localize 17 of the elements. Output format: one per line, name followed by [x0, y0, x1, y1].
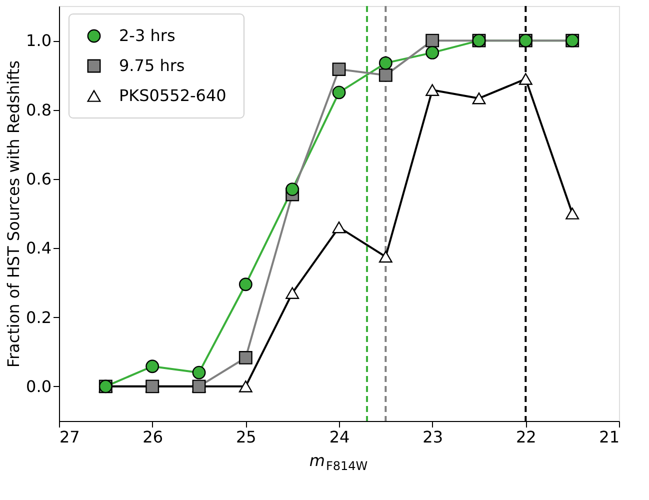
y-tick-label: 1.0 — [26, 31, 52, 50]
x-tick-label: 21 — [599, 428, 620, 446]
x-tick-label: 24 — [329, 428, 350, 446]
x-tick-label: 26 — [142, 428, 164, 446]
legend-label: 2-3 hrs — [119, 26, 176, 45]
legend-label: 9.75 hrs — [119, 56, 185, 75]
y-tick-label: 0.2 — [26, 308, 52, 327]
y-tick-label: 0.0 — [26, 376, 52, 396]
y-tick-label: 0.4 — [26, 238, 52, 258]
y-tick-label: 0.6 — [26, 169, 52, 188]
x-tick-label: 25 — [236, 428, 256, 446]
x-tick-label: 23 — [422, 428, 444, 446]
x-tick-label: 22 — [516, 428, 536, 446]
legend-label: PKS0552-640 — [119, 86, 226, 105]
y-tick-label: 0.8 — [26, 100, 52, 120]
x-tick-label: 27 — [60, 428, 80, 446]
y-axis-title: Fraction of HST Sources with Redshifts — [4, 60, 24, 368]
